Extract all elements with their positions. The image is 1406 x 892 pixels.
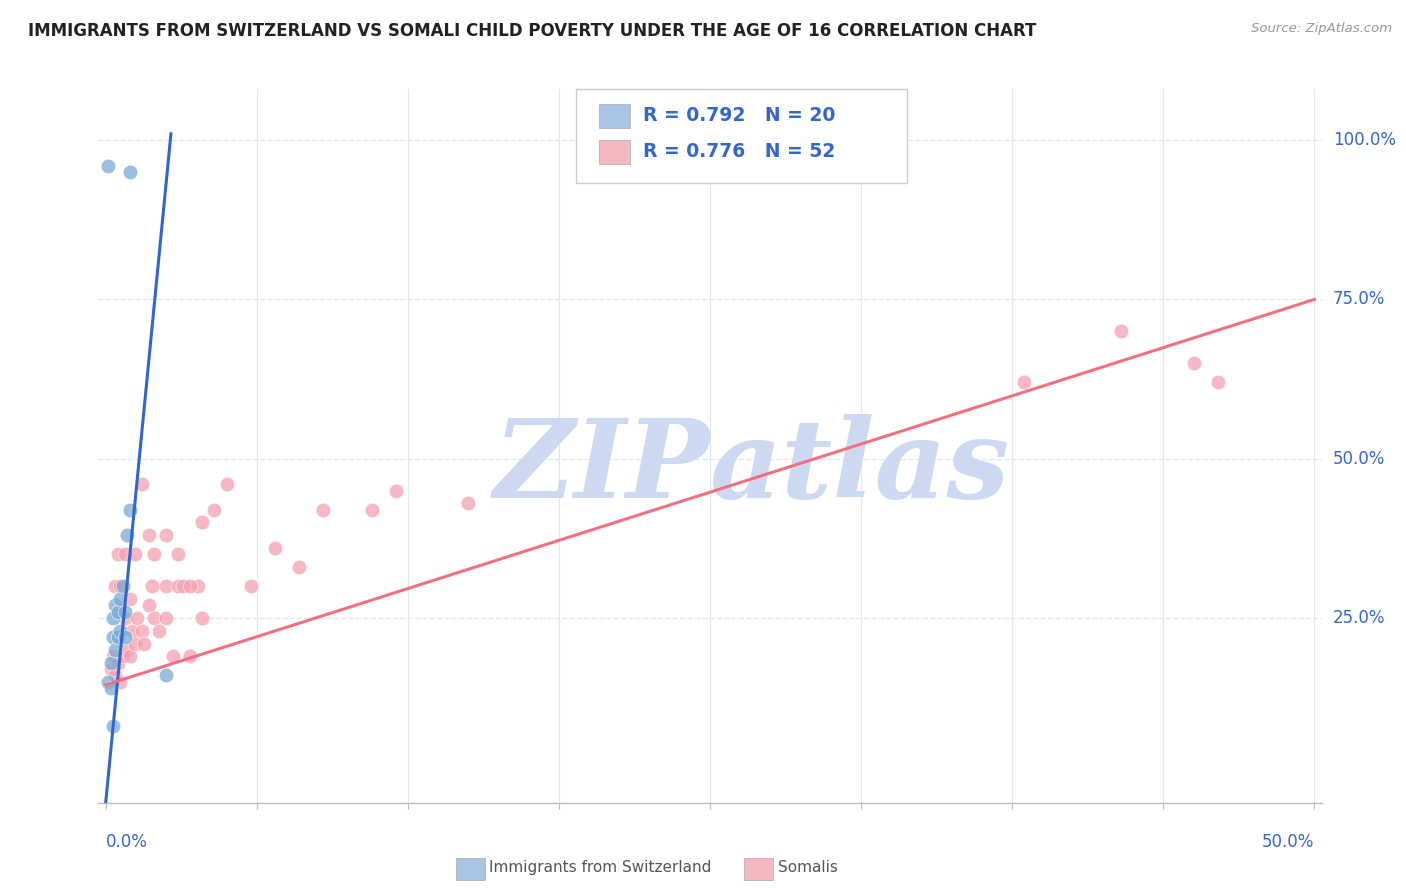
Point	[131, 624, 153, 638]
Point	[114, 611, 136, 625]
Point	[107, 656, 129, 670]
Point	[108, 591, 131, 606]
Y-axis label: Child Poverty Under the Age of 16: Child Poverty Under the Age of 16	[0, 316, 7, 576]
Text: 25.0%: 25.0%	[1333, 609, 1385, 627]
Text: 100.0%: 100.0%	[1333, 131, 1396, 149]
Point	[148, 624, 170, 638]
Point	[215, 477, 238, 491]
Point	[104, 599, 127, 613]
Point	[101, 649, 124, 664]
Point	[124, 636, 146, 650]
Point	[1182, 356, 1205, 370]
Point	[124, 547, 146, 561]
Point	[288, 560, 311, 574]
Point	[141, 579, 163, 593]
Point	[117, 643, 139, 657]
Point	[97, 674, 120, 689]
Point	[167, 579, 190, 593]
Point	[457, 496, 479, 510]
Text: R = 0.792   N = 20: R = 0.792 N = 20	[643, 106, 835, 126]
Point	[100, 662, 122, 676]
Point	[131, 477, 153, 491]
Point	[104, 579, 127, 593]
Text: 0.0%: 0.0%	[105, 833, 148, 851]
Point	[1206, 376, 1229, 390]
Point	[100, 681, 122, 695]
Point	[97, 159, 120, 173]
Point	[104, 643, 127, 657]
Point	[101, 719, 124, 733]
Point	[186, 579, 208, 593]
Point	[118, 591, 141, 606]
Point	[312, 502, 335, 516]
Point	[155, 528, 177, 542]
Text: R = 0.776   N = 52: R = 0.776 N = 52	[643, 142, 835, 161]
Text: Source: ZipAtlas.com: Source: ZipAtlas.com	[1251, 22, 1392, 36]
Text: atlas: atlas	[710, 414, 1011, 521]
Text: Somalis: Somalis	[778, 860, 838, 874]
Point	[114, 605, 136, 619]
Text: 50.0%: 50.0%	[1263, 833, 1315, 851]
Text: IMMIGRANTS FROM SWITZERLAND VS SOMALI CHILD POVERTY UNDER THE AGE OF 16 CORRELAT: IMMIGRANTS FROM SWITZERLAND VS SOMALI CH…	[28, 22, 1036, 40]
Point	[1014, 376, 1036, 390]
Point	[118, 502, 141, 516]
Point	[117, 528, 139, 542]
Point	[104, 668, 127, 682]
Point	[179, 649, 201, 664]
Point	[167, 547, 190, 561]
Point	[118, 165, 141, 179]
Point	[155, 668, 177, 682]
Point	[191, 516, 214, 530]
Point	[264, 541, 287, 555]
Point	[143, 611, 166, 625]
Point	[111, 579, 134, 593]
Text: Immigrants from Switzerland: Immigrants from Switzerland	[489, 860, 711, 874]
Point	[138, 528, 160, 542]
Point	[114, 630, 136, 644]
Point	[108, 579, 131, 593]
Text: 75.0%: 75.0%	[1333, 291, 1385, 309]
Point	[155, 579, 177, 593]
Point	[101, 611, 124, 625]
Text: ZIP: ZIP	[494, 414, 710, 521]
Point	[239, 579, 262, 593]
Point	[179, 579, 201, 593]
Point	[384, 483, 406, 498]
Point	[111, 649, 134, 664]
Point	[360, 502, 382, 516]
Point	[121, 624, 143, 638]
Point	[108, 674, 131, 689]
Point	[101, 630, 124, 644]
Point	[172, 579, 194, 593]
Point	[107, 630, 129, 644]
Text: 50.0%: 50.0%	[1333, 450, 1385, 467]
Point	[100, 656, 122, 670]
Point	[107, 547, 129, 561]
Point	[108, 624, 131, 638]
Point	[107, 605, 129, 619]
Point	[127, 611, 149, 625]
Point	[143, 547, 166, 561]
Point	[191, 611, 214, 625]
Point	[118, 649, 141, 664]
Point	[155, 611, 177, 625]
Point	[1109, 324, 1132, 338]
Point	[162, 649, 184, 664]
Point	[204, 502, 226, 516]
Point	[134, 636, 156, 650]
Point	[138, 599, 160, 613]
Point	[114, 547, 136, 561]
